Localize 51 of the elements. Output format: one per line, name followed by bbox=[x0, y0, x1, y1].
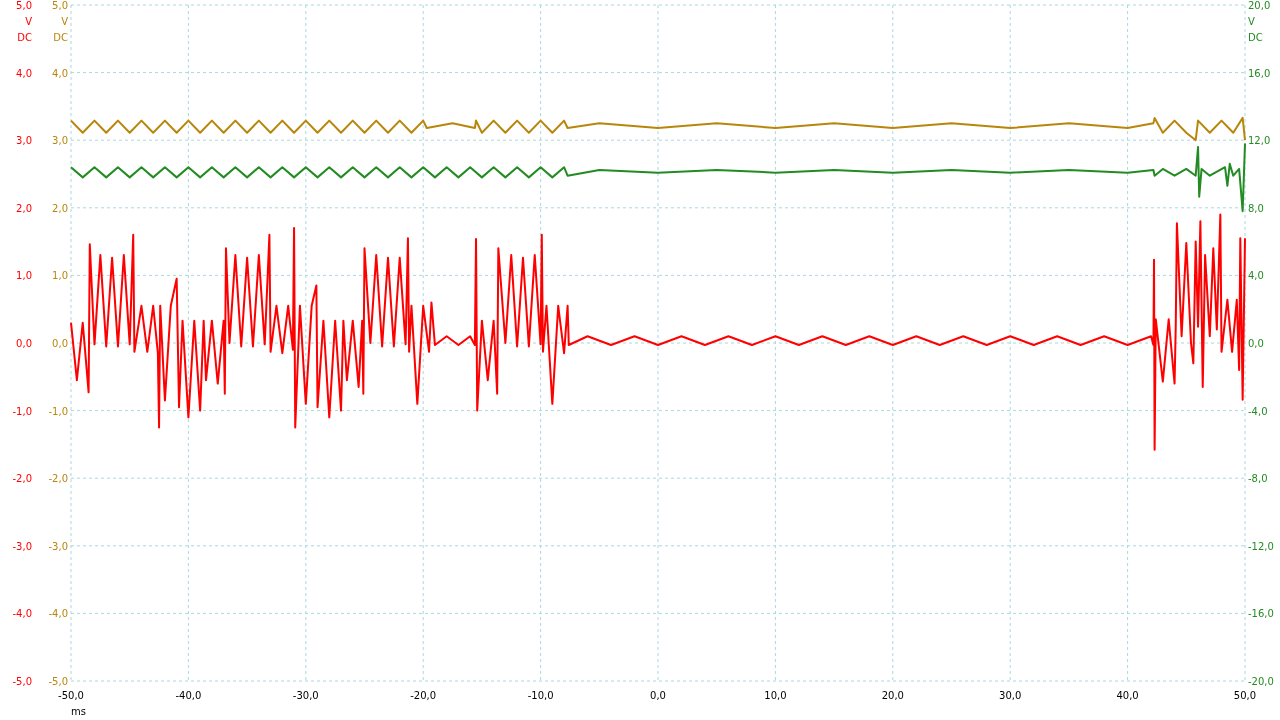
y2-axis-title: V DC bbox=[53, 16, 69, 43]
x-tick-label: -40,0 bbox=[175, 690, 202, 701]
y-tick-label: 3,0 bbox=[16, 135, 32, 147]
y-tick-label: 0,0 bbox=[16, 338, 32, 349]
y3-tick-label: -4,0 bbox=[1248, 405, 1268, 417]
y-axis-title: V DC bbox=[17, 16, 33, 43]
y2-tick-label: -3,0 bbox=[48, 540, 68, 552]
y-tick-label: -2,0 bbox=[12, 473, 32, 485]
x-tick-label: 40,0 bbox=[1116, 690, 1139, 701]
y2-tick-label: 0,0 bbox=[52, 338, 68, 349]
y2-tick-label: -2,0 bbox=[48, 473, 68, 485]
y3-tick-label: 12,0 bbox=[1248, 135, 1271, 147]
y2-tick-label: 4,0 bbox=[52, 67, 68, 79]
y3-tick-label: -20,0 bbox=[1248, 676, 1274, 687]
line-series bbox=[70, 142, 1246, 213]
x-tick-label: 30,0 bbox=[999, 690, 1022, 701]
y-tick-label: 5,0 bbox=[16, 0, 32, 11]
y-tick-label: -1,0 bbox=[12, 405, 32, 417]
y2-tick-label: -1,0 bbox=[48, 405, 68, 417]
y3-tick-label: 0,0 bbox=[1248, 338, 1264, 349]
y2-tick-label: 2,0 bbox=[52, 202, 68, 214]
y2-tick-label: -5,0 bbox=[48, 676, 68, 687]
x-tick-label: 20,0 bbox=[881, 690, 904, 701]
y-tick-label: -5,0 bbox=[12, 676, 32, 687]
y-tick-label: 2,0 bbox=[16, 202, 32, 214]
y3-tick-label: 20,0 bbox=[1248, 0, 1271, 11]
y3-axis-title: V DC bbox=[1248, 16, 1263, 43]
x-tick-label: 10,0 bbox=[764, 690, 787, 701]
x-axis-title: ms bbox=[71, 706, 86, 717]
y-tick-label: -4,0 bbox=[12, 608, 32, 620]
x-tick-label: -20,0 bbox=[410, 690, 437, 701]
line-series bbox=[70, 116, 1246, 142]
y2-tick-label: -4,0 bbox=[48, 608, 68, 620]
y-tick-label: -3,0 bbox=[12, 540, 32, 552]
x-tick-label: -30,0 bbox=[292, 690, 319, 701]
y-tick-label: 4,0 bbox=[16, 67, 32, 79]
x-tick-label: -10,0 bbox=[527, 690, 554, 701]
y2-tick-label: 3,0 bbox=[52, 135, 68, 147]
y3-tick-label: 4,0 bbox=[1248, 270, 1264, 282]
y3-tick-label: -12,0 bbox=[1248, 540, 1274, 552]
y-tick-label: 1,0 bbox=[16, 270, 32, 282]
x-tick-label: 50,0 bbox=[1233, 690, 1257, 701]
y2-tick-label: 5,0 bbox=[52, 0, 68, 11]
x-tick-label: -50,0 bbox=[58, 690, 84, 701]
line-series bbox=[70, 213, 1246, 451]
y3-tick-label: 16,0 bbox=[1248, 67, 1271, 79]
y3-tick-label: -16,0 bbox=[1248, 608, 1274, 620]
y2-tick-label: 1,0 bbox=[52, 270, 68, 282]
y3-tick-label: 8,0 bbox=[1248, 202, 1264, 214]
y3-tick-label: -8,0 bbox=[1248, 473, 1268, 485]
x-tick-label: 0,0 bbox=[650, 690, 666, 701]
